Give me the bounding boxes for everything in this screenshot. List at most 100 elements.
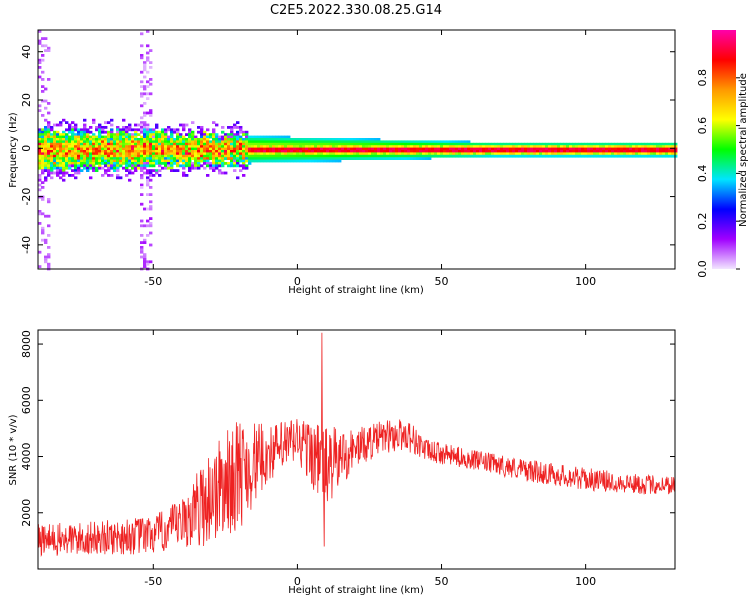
heatmap-cell — [425, 147, 429, 151]
heatmap-cell — [281, 152, 285, 156]
heatmap-cell — [125, 130, 129, 134]
heatmap-cell — [221, 171, 225, 175]
heatmap-cell — [95, 126, 99, 129]
heatmap-cell — [140, 121, 144, 124]
heatmap-cell — [365, 152, 369, 156]
heatmap-cell — [47, 166, 51, 170]
heatmap-cell — [116, 138, 120, 141]
heatmap-cell — [191, 130, 195, 134]
heatmap-cell — [38, 61, 42, 64]
heatmap-cell — [149, 164, 153, 168]
heatmap-cell — [296, 147, 300, 151]
heatmap-cell — [347, 140, 351, 144]
heatmap-cell — [434, 152, 438, 156]
heatmap-cell — [38, 130, 42, 134]
heatmap-cell — [356, 145, 360, 148]
heatmap-cell — [38, 166, 42, 170]
heatmap-cell — [284, 150, 288, 153]
heatmap-cell — [665, 154, 669, 158]
heatmap-cell — [488, 150, 492, 153]
heatmap-cell — [140, 147, 144, 151]
heatmap-cell — [569, 147, 573, 151]
heatmap-cell — [44, 130, 48, 134]
heatmap-cell — [416, 145, 420, 148]
heatmap-cell — [44, 166, 48, 170]
heatmap-cell — [158, 162, 162, 165]
heatmap-cell — [449, 154, 453, 158]
heatmap-cell — [116, 126, 120, 129]
heatmap-cell — [248, 159, 252, 163]
heatmap-cell — [38, 66, 42, 69]
heatmap-cell — [635, 150, 639, 153]
heatmap-cell — [215, 123, 219, 127]
heatmap-cell — [131, 164, 135, 168]
heatmap-cell — [182, 166, 186, 170]
heatmap-cell — [437, 142, 441, 146]
heatmap-cell — [566, 150, 570, 153]
heatmap-cell — [170, 166, 174, 170]
heatmap-cell — [113, 142, 117, 146]
heatmap-cell — [38, 75, 42, 79]
heatmap-cell — [464, 142, 468, 146]
heatmap-cell — [221, 138, 225, 141]
heatmap-cell — [116, 130, 120, 134]
heatmap-cell — [116, 140, 120, 144]
heatmap-cell — [203, 140, 207, 144]
heatmap-cell — [239, 128, 243, 132]
heatmap-cell — [152, 128, 156, 132]
heatmap-cell — [122, 126, 126, 129]
heatmap-cell — [167, 162, 171, 165]
heatmap-cell — [209, 147, 213, 151]
heatmap-cell — [578, 150, 582, 153]
heatmap-cell — [116, 142, 120, 146]
heatmap-cell — [155, 126, 159, 129]
heatmap-cell — [470, 152, 474, 156]
heatmap-cell — [74, 154, 78, 158]
heatmap-cell — [50, 128, 54, 132]
heatmap-cell — [260, 135, 264, 139]
heatmap-cell — [242, 157, 246, 160]
heatmap-cell — [65, 166, 69, 170]
heatmap-cell — [71, 154, 75, 158]
heatmap-cell — [110, 133, 114, 136]
heatmap-cell — [539, 142, 543, 146]
heatmap-cell — [143, 63, 147, 67]
heatmap-cell — [449, 140, 453, 144]
heatmap-cell — [227, 142, 231, 146]
heatmap-cell — [365, 157, 369, 160]
heatmap-cell — [212, 140, 216, 144]
heatmap-cell — [182, 128, 186, 132]
heatmap-cell — [197, 138, 201, 141]
heatmap-cell — [209, 133, 213, 136]
heatmap-cell — [53, 171, 57, 175]
heatmap-cell — [245, 133, 249, 136]
heatmap-cell — [167, 166, 171, 170]
heatmap-cell — [98, 123, 102, 127]
heatmap-cell — [419, 147, 423, 151]
heatmap-cell — [47, 123, 51, 127]
heatmap-cell — [74, 145, 78, 148]
heatmap-cell — [479, 147, 483, 151]
heatmap-cell — [83, 166, 87, 170]
heatmap-cell — [251, 152, 255, 156]
heatmap-cell — [104, 147, 108, 151]
heatmap-cell — [89, 140, 93, 144]
heatmap-cell — [101, 152, 105, 156]
heatmap-cell — [488, 142, 492, 146]
heatmap-cell — [533, 147, 537, 151]
heatmap-cell — [350, 145, 354, 148]
heatmap-cell — [323, 154, 327, 158]
heatmap-cell — [41, 181, 45, 184]
heatmap-cell — [200, 138, 204, 141]
heatmap-cell — [281, 157, 285, 160]
heatmap-cell — [89, 147, 93, 151]
heatmap-cell — [170, 128, 174, 132]
heatmap-cell — [260, 152, 264, 156]
heatmap-cell — [149, 114, 153, 117]
heatmap-cell — [122, 138, 126, 141]
heatmap-cell — [59, 164, 63, 168]
heatmap-cell — [140, 70, 144, 74]
heatmap-cell — [161, 145, 165, 148]
heatmap-cell — [95, 128, 99, 132]
heatmap-cell — [152, 152, 156, 156]
